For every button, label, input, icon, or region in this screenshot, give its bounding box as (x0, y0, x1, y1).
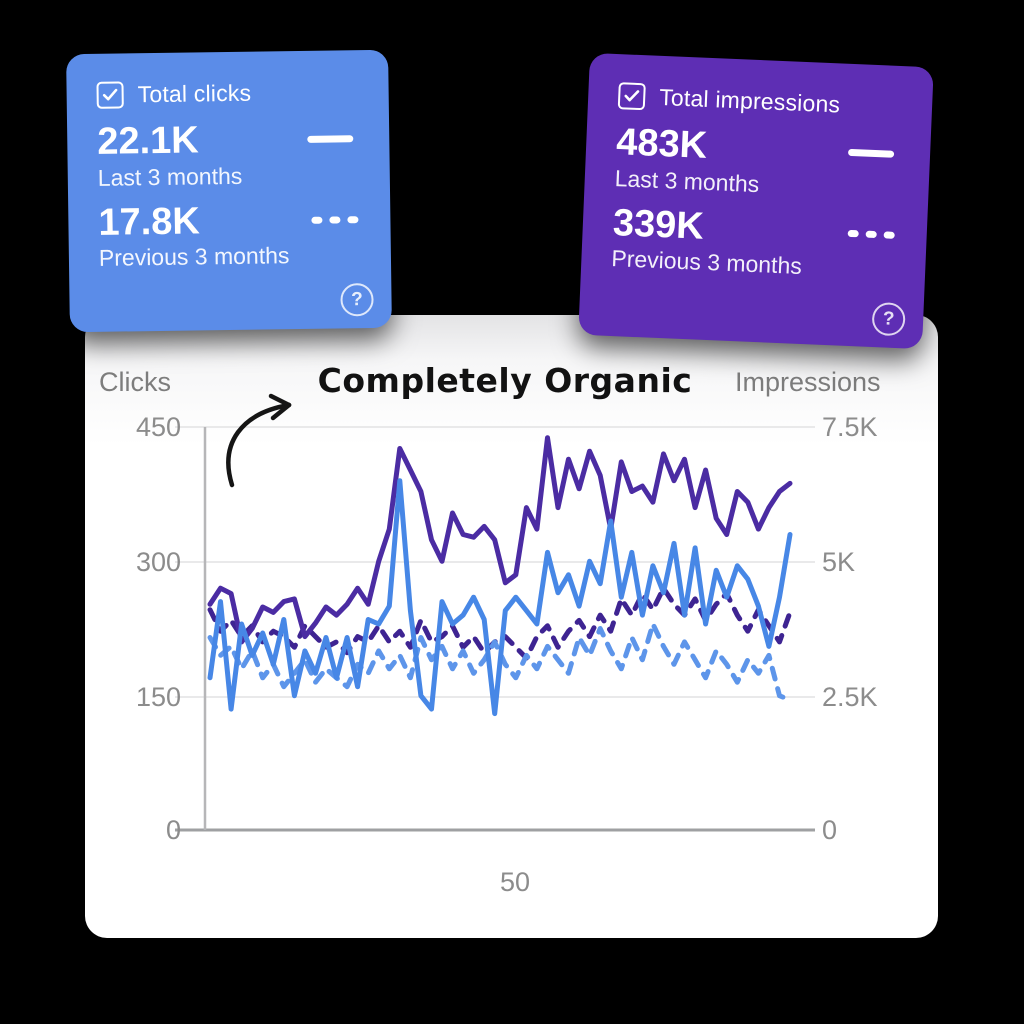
impressions-checkbox-icon[interactable] (617, 82, 646, 111)
impressions-card-title: Total impressions (658, 83, 841, 118)
left-axis-title: Clicks (99, 367, 171, 397)
clicks-help-icon[interactable]: ? (340, 282, 374, 317)
impressions-previous-value: 339K (612, 201, 705, 248)
clicks-previous-value: 17.8K (98, 200, 201, 244)
left-axis-tick-450: 450 (135, 412, 181, 442)
left-axis-tick-300: 300 (135, 547, 181, 577)
gridlines (175, 426, 815, 832)
impressions-previous-line (207, 585, 793, 661)
solid-line-legend-icon (307, 135, 354, 144)
clicks-previous-line (207, 621, 793, 703)
total-clicks-card[interactable]: Total clicks 22.1K Last 3 months 17.8K P… (66, 49, 392, 333)
chart-canvas (175, 393, 815, 832)
dashed-line-legend-icon (311, 216, 359, 224)
chart-series (207, 435, 793, 717)
annotation-arrow-icon (226, 393, 292, 488)
annotation-title: Completely Organic (317, 361, 693, 400)
left-axis-tick-0: 0 (165, 815, 181, 845)
total-impressions-card[interactable]: Total impressions 483K Last 3 months 339… (578, 52, 934, 350)
impressions-help-icon[interactable]: ? (871, 301, 906, 337)
solid-line-legend-icon (847, 149, 895, 159)
impressions-current-line (207, 435, 793, 645)
performance-chart-card: Clicks Completely Organic Impressions 45… (85, 315, 938, 938)
left-axis-tick-150: 150 (135, 682, 181, 712)
right-axis-title: Impressions (735, 367, 881, 397)
right-axis-tick-5k: 5K (822, 547, 856, 577)
clicks-current-value: 22.1K (97, 119, 199, 163)
clicks-current-label: Last 3 months (97, 162, 243, 191)
dashed-line-legend-icon (847, 229, 895, 239)
right-axis-tick-0: 0 (822, 815, 838, 845)
x-axis-tick-50: 50 (499, 867, 531, 897)
right-axis-tick-7-5k: 7.5K (822, 412, 878, 442)
clicks-current-line (207, 478, 793, 717)
impressions-current-value: 483K (615, 121, 708, 167)
clicks-card-title: Total clicks (137, 79, 252, 108)
clicks-checkbox-icon[interactable] (96, 81, 124, 109)
clicks-previous-label: Previous 3 months (98, 242, 290, 272)
right-axis-tick-2-5k: 2.5K (822, 682, 878, 712)
